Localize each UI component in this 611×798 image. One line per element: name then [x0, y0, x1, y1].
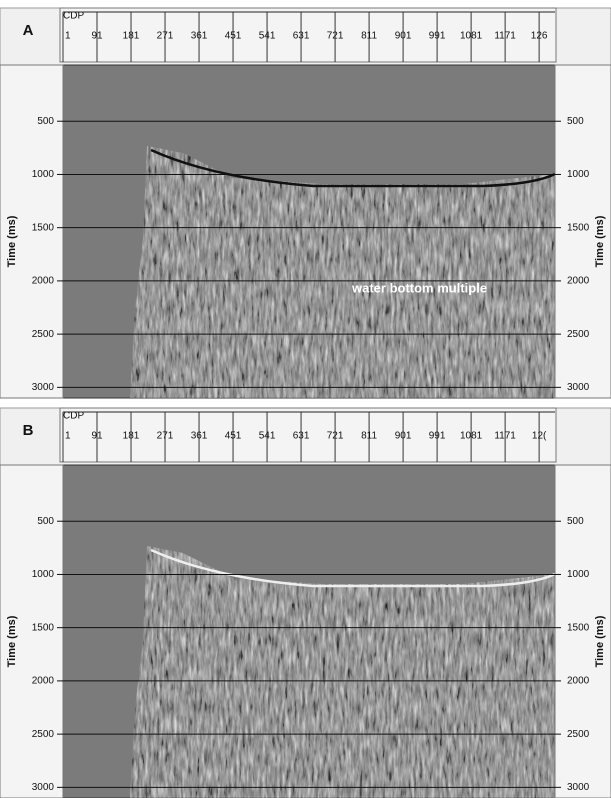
- y-tick-label: 3000: [32, 382, 55, 393]
- y-tick-label: 2500: [32, 729, 55, 740]
- y-tick-label: 1500: [32, 622, 55, 633]
- x-tick-label: 631: [293, 31, 310, 42]
- panel: B CDP 1 91 181 271 361 451 541 631 721 811 901 991 108…: [0, 407, 611, 798]
- x-tick-label: 1171: [494, 431, 516, 442]
- x-tick-label: 811: [361, 431, 377, 442]
- y-tick-label: 500: [37, 516, 54, 527]
- y-tick-label: 2000: [32, 276, 55, 287]
- x-tick-label: 541: [259, 431, 276, 442]
- x-tick-label: 1081: [460, 31, 483, 42]
- y-tick-label: 1000: [32, 169, 55, 180]
- x-tick-label: 271: [157, 31, 174, 42]
- left-axis-strip: [0, 464, 64, 798]
- y-tick-label-right: 1000: [567, 169, 590, 180]
- y-tick-label: 3000: [32, 782, 55, 793]
- x-axis-title: CDP: [63, 11, 84, 22]
- top-axis-strip: [59, 7, 557, 63]
- x-tick-label: 12(: [532, 431, 547, 442]
- x-tick-label: 271: [157, 431, 174, 442]
- panel-label: B: [23, 422, 34, 439]
- x-tick-label: 991: [429, 431, 446, 442]
- annotation: water bottom multiple: [351, 280, 487, 295]
- y-tick-label: 1500: [32, 222, 55, 233]
- x-tick-label: 91: [91, 31, 103, 42]
- y-tick-label: 2000: [32, 676, 55, 687]
- x-tick-label: 361: [191, 31, 208, 42]
- x-tick-label: 451: [225, 31, 242, 42]
- x-tick-label: 721: [327, 31, 344, 42]
- y-axis-title: Time (ms): [6, 615, 18, 667]
- y-tick-label-right: 1000: [567, 569, 590, 580]
- x-tick-label: 1171: [494, 31, 516, 42]
- y-tick-label: 2500: [32, 329, 55, 340]
- x-tick-label: 541: [259, 31, 276, 42]
- panel-label: A: [23, 22, 34, 39]
- water-bottom: [150, 148, 556, 188]
- y-tick-label-right: 3000: [567, 782, 590, 793]
- water-bottom: [150, 548, 556, 588]
- x-tick-label: 1: [65, 31, 71, 42]
- y-tick-label-right: 2000: [567, 276, 590, 287]
- right-axis-strip: [554, 464, 611, 798]
- x-tick-label: 811: [361, 31, 377, 42]
- y-axis-title: Time (ms): [6, 215, 18, 267]
- x-tick-label: 1081: [460, 431, 483, 442]
- y-tick-label-right: 1500: [567, 222, 590, 233]
- y-tick-label-right: 500: [567, 516, 584, 527]
- x-tick-label: 631: [293, 431, 310, 442]
- x-tick-label: 181: [123, 431, 140, 442]
- x-axis-title: CDP: [63, 411, 84, 422]
- y-axis-title-right: Time (ms): [594, 215, 606, 267]
- x-tick-label: 901: [395, 31, 412, 42]
- y-tick-label: 1000: [32, 569, 55, 580]
- x-tick-label: 181: [123, 31, 140, 42]
- y-tick-label: 500: [37, 116, 54, 127]
- y-tick-label-right: 2500: [567, 729, 590, 740]
- x-tick-label: 126: [531, 31, 548, 42]
- x-tick-label: 1: [65, 431, 71, 442]
- x-tick-label: 991: [429, 31, 446, 42]
- y-tick-label-right: 2500: [567, 329, 590, 340]
- x-tick-label: 451: [225, 431, 242, 442]
- x-tick-label: 901: [395, 431, 412, 442]
- y-tick-label-right: 2000: [567, 676, 590, 687]
- x-tick-label: 721: [327, 431, 344, 442]
- y-tick-label-right: 500: [567, 116, 584, 127]
- left-axis-strip: [0, 64, 64, 399]
- x-tick-label: 91: [91, 431, 103, 442]
- seismic-texture: [130, 546, 555, 798]
- y-tick-label-right: 3000: [567, 382, 590, 393]
- top-axis-strip: [59, 407, 557, 463]
- right-axis-strip: [554, 64, 611, 399]
- seismic-texture: [130, 146, 555, 398]
- y-axis-title-right: Time (ms): [594, 615, 606, 667]
- y-tick-label-right: 1500: [567, 622, 590, 633]
- x-tick-label: 361: [191, 431, 208, 442]
- panel: A CDP 1 91 181 271 361 451 541 631 721 811 901 991 108…: [0, 7, 611, 399]
